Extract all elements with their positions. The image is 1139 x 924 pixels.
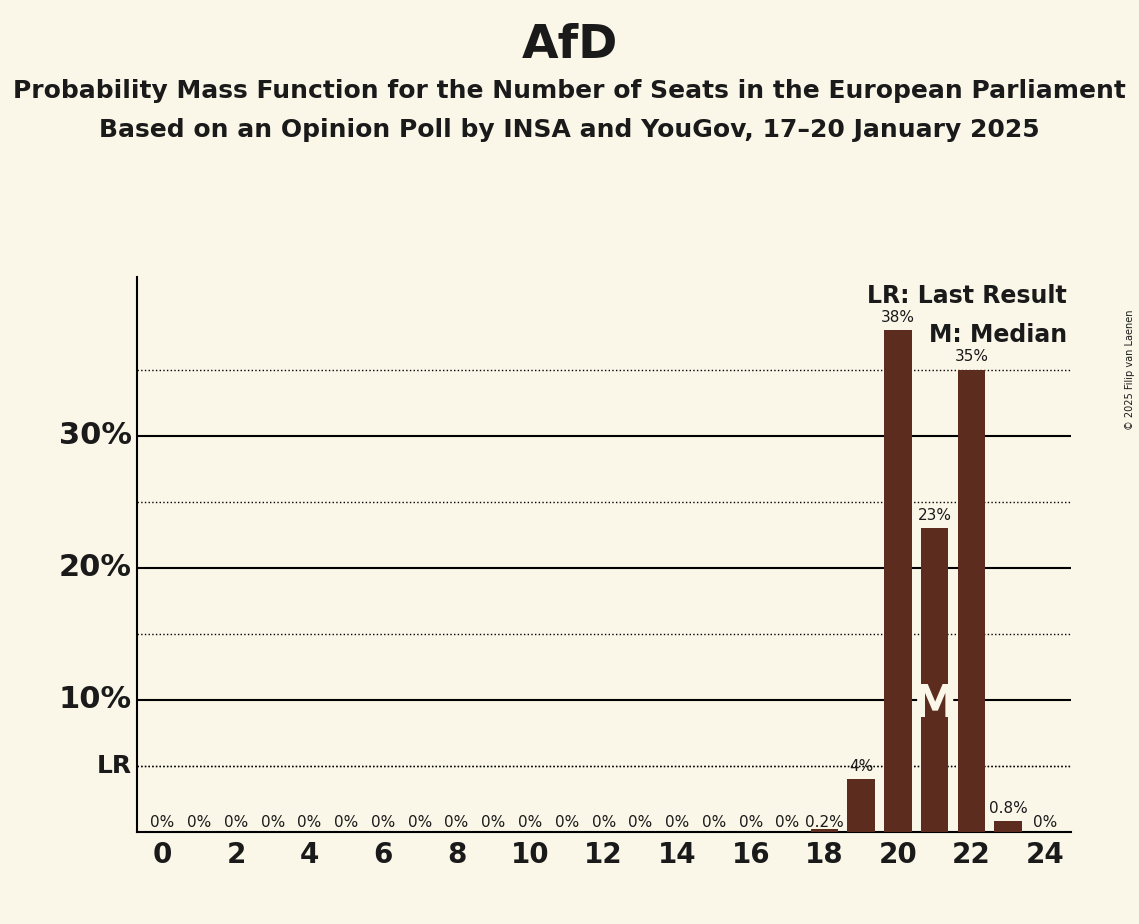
Text: M: M [912,683,957,725]
Bar [958,370,985,832]
Text: 38%: 38% [880,310,915,324]
Bar [994,821,1022,832]
Text: 20%: 20% [59,553,132,582]
Text: M: Median: M: Median [929,323,1067,347]
Text: Probability Mass Function for the Number of Seats in the European Parliament: Probability Mass Function for the Number… [13,79,1126,103]
Text: 23%: 23% [918,507,951,523]
Text: 0%: 0% [444,815,469,830]
Text: AfD: AfD [522,23,617,68]
Text: 0%: 0% [224,815,248,830]
Text: 0.2%: 0.2% [805,815,844,830]
Text: 0%: 0% [187,815,212,830]
Bar [920,528,949,832]
Text: 0%: 0% [261,815,285,830]
Text: 0%: 0% [371,815,395,830]
Text: 0%: 0% [518,815,542,830]
Bar [847,779,875,832]
Text: 0%: 0% [408,815,432,830]
Text: 0%: 0% [702,815,726,830]
Text: 0%: 0% [776,815,800,830]
Text: LR: Last Result: LR: Last Result [867,284,1067,308]
Bar [884,330,911,832]
Text: 4%: 4% [849,759,874,773]
Text: Based on an Opinion Poll by INSA and YouGov, 17–20 January 2025: Based on an Opinion Poll by INSA and You… [99,118,1040,142]
Text: 0%: 0% [591,815,616,830]
Text: 0%: 0% [334,815,359,830]
Text: 10%: 10% [59,685,132,714]
Text: 35%: 35% [954,349,989,364]
Text: 0%: 0% [482,815,506,830]
Text: 30%: 30% [59,421,132,450]
Text: LR: LR [97,754,132,778]
Text: 0%: 0% [629,815,653,830]
Text: 0%: 0% [150,815,174,830]
Text: 0.8%: 0.8% [989,801,1027,816]
Text: 0%: 0% [555,815,579,830]
Text: 0%: 0% [1033,815,1057,830]
Text: 0%: 0% [297,815,321,830]
Bar [811,829,838,832]
Text: 0%: 0% [665,815,689,830]
Text: 0%: 0% [738,815,763,830]
Text: © 2025 Filip van Laenen: © 2025 Filip van Laenen [1125,310,1134,430]
